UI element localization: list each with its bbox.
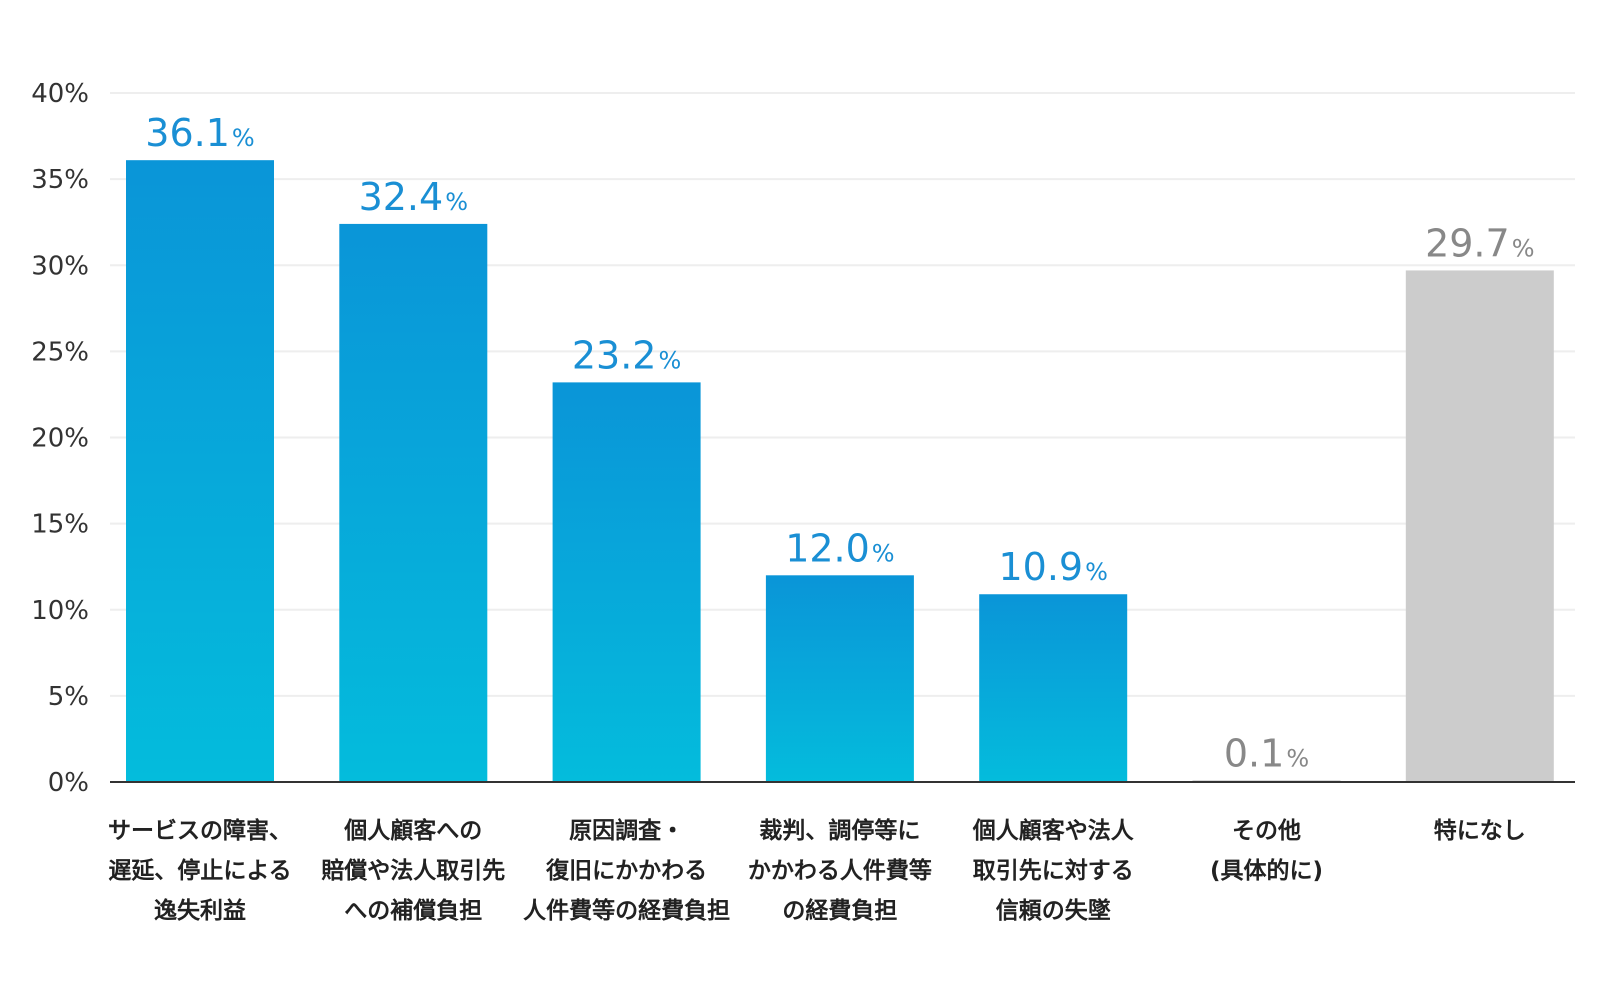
category-label-line: 賠償や法人取引先 <box>321 858 505 884</box>
y-tick-label: 5% <box>48 682 89 712</box>
category-label-line: サービスの障害、 <box>108 817 292 844</box>
value-unit: % <box>445 188 468 216</box>
category-label-line: 個人顧客や法人 <box>972 817 1135 844</box>
value-unit: % <box>232 124 255 152</box>
y-tick-label: 15% <box>31 510 89 540</box>
category-label-line: 裁判、調停等に <box>759 817 920 844</box>
value-label: 23.2% <box>572 333 681 377</box>
y-axis: 0% 5% 10% 15% 20% 25% 30% 35% 40% <box>31 79 89 798</box>
y-tick-label: 30% <box>31 251 89 281</box>
category-label-line: 遅延、停止による <box>108 857 291 884</box>
category-label-line: 復旧にかかわる <box>545 857 707 884</box>
value-number: 29.7 <box>1425 221 1510 265</box>
value-unit: % <box>1286 744 1309 772</box>
value-number: 36.1 <box>145 111 230 155</box>
bar <box>765 575 914 782</box>
category-label-line: 信頼の失墜 <box>996 897 1111 924</box>
value-number: 23.2 <box>572 333 657 377</box>
value-unit: % <box>872 539 895 567</box>
category-label-line: 個人顧客への <box>343 817 482 844</box>
bar <box>1405 270 1554 782</box>
value-label: 36.1% <box>145 111 254 155</box>
y-tick-label: 25% <box>31 337 89 367</box>
category-label-line: 人件費等の経費負担 <box>523 897 730 924</box>
value-labels: 36.1%32.4%23.2%12.0% 10.9%0.1%29.7% <box>145 111 1534 775</box>
bars <box>126 160 1554 783</box>
value-label: 10.9% <box>998 545 1107 589</box>
y-tick-label: 20% <box>31 424 89 454</box>
value-label: 0.1% <box>1224 731 1309 775</box>
y-tick-label: 0% <box>48 768 89 798</box>
bar <box>126 160 274 783</box>
bar <box>339 223 488 782</box>
category-label: その他 (具体的に) <box>1210 818 1323 884</box>
category-label-line: かかわる人件費等 <box>748 857 932 884</box>
category-label: 裁判、調停等にかかわる人件費等の経費負担 <box>748 817 932 924</box>
category-label: サービスの障害、遅延、停止による逸失利益 <box>108 817 292 924</box>
category-label-line: (具体的に) <box>1210 857 1323 884</box>
category-label: 個人顧客や法人取引先に対する信頼の失墜 <box>972 817 1135 924</box>
y-tick-label: 10% <box>31 596 89 626</box>
value-unit: % <box>1085 558 1108 586</box>
category-label-line: への補償負担 <box>344 897 482 924</box>
value-label: 12.0% <box>785 526 894 570</box>
category-label-line: の経費負担 <box>782 897 897 924</box>
value-number: 10.9 <box>998 545 1083 589</box>
category-label-line: 逸失利益 <box>154 897 246 924</box>
y-tick-label: 40% <box>31 79 89 109</box>
category-label: 個人顧客への賠償や法人取引先への補償負担 <box>321 817 505 924</box>
category-label-line: 特になし <box>1434 818 1526 844</box>
value-number: 32.4 <box>359 175 444 219</box>
value-unit: % <box>658 346 681 374</box>
bar <box>552 382 701 782</box>
value-unit: % <box>1512 234 1535 262</box>
bar <box>979 594 1128 782</box>
category-label: 特になし <box>1434 818 1526 844</box>
y-tick-label: 35% <box>31 165 89 195</box>
category-label-line: 原因調査・ <box>569 817 684 844</box>
value-number: 12.0 <box>785 526 870 570</box>
category-labels: サービスの障害、遅延、停止による逸失利益個人顧客への賠償や法人取引先への補償負担… <box>108 817 1526 924</box>
category-label-line: その他 <box>1232 818 1301 844</box>
category-label-line: 取引先に対する <box>973 858 1134 884</box>
category-label: 原因調査・復旧にかかわる人件費等の経費負担 <box>523 817 730 924</box>
value-number: 0.1 <box>1224 731 1284 775</box>
value-label: 32.4% <box>359 175 468 219</box>
value-label: 29.7% <box>1425 221 1534 265</box>
